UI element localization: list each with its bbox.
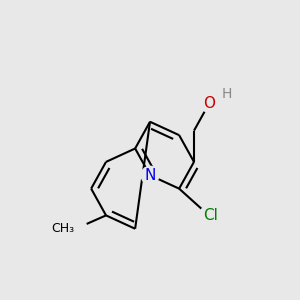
Circle shape [141, 166, 159, 184]
Text: O: O [203, 96, 215, 111]
Circle shape [200, 96, 217, 112]
Circle shape [64, 218, 87, 240]
Circle shape [199, 206, 218, 225]
Text: N: N [144, 168, 156, 183]
Text: H: H [222, 86, 232, 100]
Text: CH₃: CH₃ [51, 222, 74, 235]
Text: Cl: Cl [203, 208, 218, 223]
